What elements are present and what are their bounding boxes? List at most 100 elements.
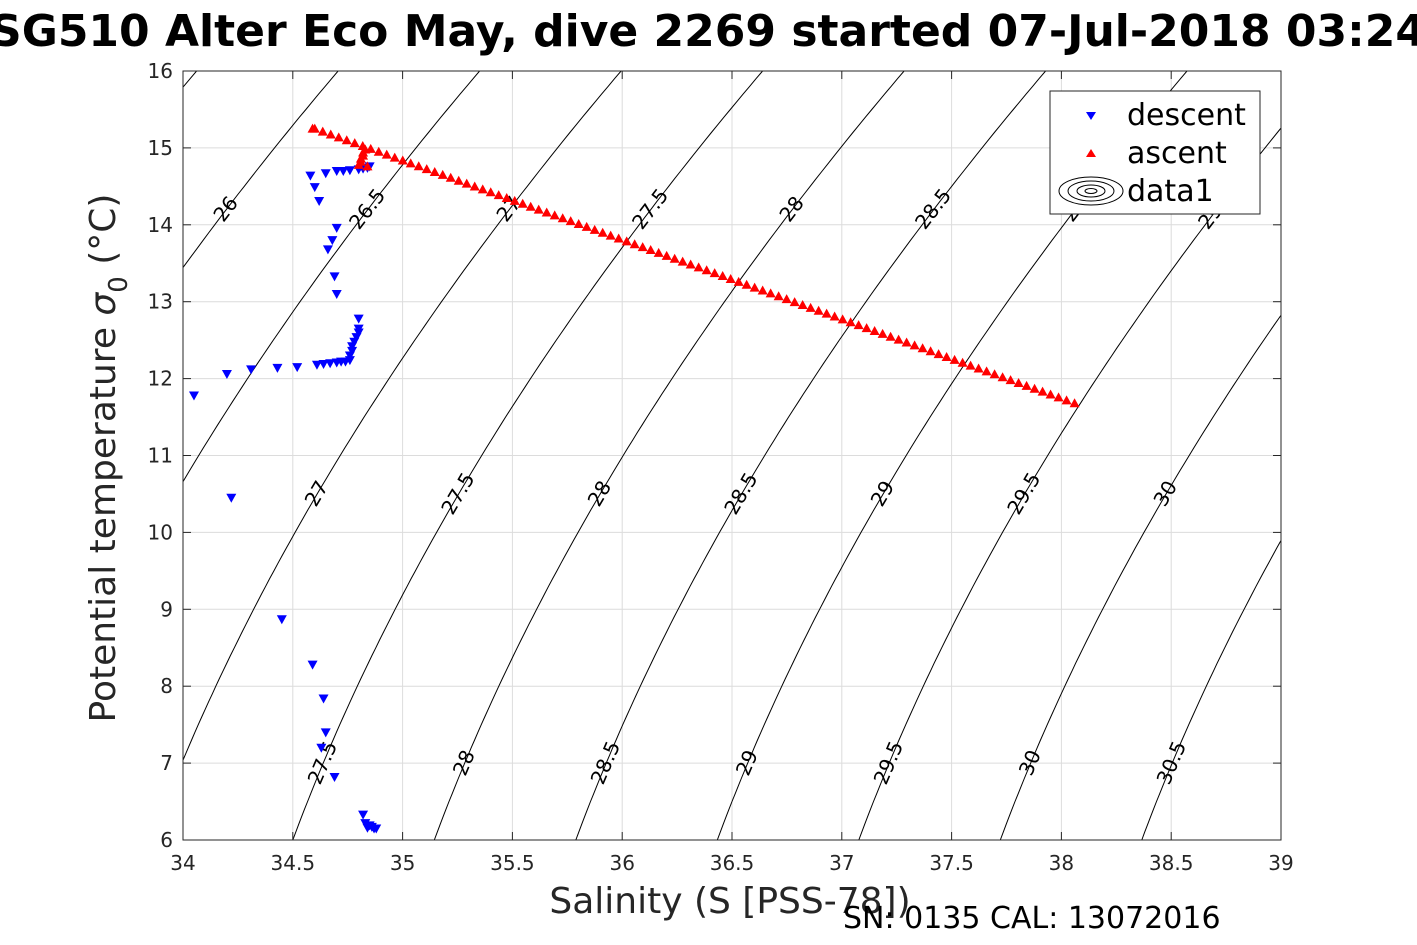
- legend-marker-descent: [1086, 112, 1096, 120]
- ascent-point: [813, 305, 824, 315]
- contour-label: 27.5: [627, 184, 673, 234]
- contour-line: [433, 71, 905, 840]
- descent-point: [331, 223, 342, 233]
- ascent-point: [333, 132, 344, 142]
- descent-point: [329, 772, 340, 782]
- ascent-point: [949, 354, 960, 364]
- descent-point: [329, 272, 340, 282]
- ascent-point: [773, 291, 784, 301]
- descent-point: [305, 171, 316, 181]
- descent-point: [353, 314, 364, 324]
- contour-label: 28: [774, 191, 809, 226]
- ascent-point: [981, 366, 992, 376]
- ascent-point: [685, 259, 696, 269]
- descent-point: [371, 824, 382, 834]
- ascent-point: [1029, 383, 1040, 393]
- x-tick-label: 34: [170, 851, 195, 875]
- x-tick-label: 35: [390, 851, 415, 875]
- ascent-point: [829, 311, 840, 321]
- contour-label: 28: [583, 476, 617, 510]
- descent-point: [327, 236, 338, 246]
- ascent-point: [1061, 395, 1072, 405]
- ascent-point: [621, 236, 632, 246]
- ascent-point: [1069, 398, 1080, 408]
- contour-line: [1141, 539, 1281, 840]
- ascent-point: [781, 294, 792, 304]
- ascent-point: [613, 233, 624, 243]
- ascent-point: [445, 172, 456, 182]
- x-tick-label: 36: [609, 851, 634, 875]
- ascent-point: [509, 195, 520, 205]
- axis-ticks: 34 34.5 35 35.5 36 36.5 37 37.5 38 38.5 39 6 7 8 9 10 11…: [148, 59, 1294, 875]
- descent-point: [331, 290, 342, 300]
- ascent-point: [701, 265, 712, 275]
- ascent-point: [869, 325, 880, 335]
- ascent-point: [717, 271, 728, 281]
- ascent-point: [973, 363, 984, 373]
- ascent-point: [485, 187, 496, 197]
- legend: descent ascent data1: [1049, 90, 1261, 215]
- contour-label: 29: [866, 476, 900, 510]
- ascent-point: [493, 190, 504, 200]
- x-tick-label: 36.5: [710, 851, 755, 875]
- ascent-point: [645, 245, 656, 255]
- y-axis-label-subscript: 0: [104, 276, 134, 293]
- y-tick-label: 6: [160, 828, 173, 852]
- ascent-point: [357, 141, 368, 151]
- x-axis-label: Salinity (S [PSS-78]): [549, 881, 910, 922]
- descent-point: [309, 183, 320, 193]
- ascent-point: [725, 273, 736, 283]
- descent-point: [344, 166, 355, 176]
- ascent-point: [389, 152, 400, 162]
- x-tick-label: 35.5: [490, 851, 535, 875]
- ascent-point: [362, 161, 373, 171]
- descent-point: [246, 365, 257, 375]
- ascent-point: [349, 138, 360, 148]
- ascent-point: [709, 268, 720, 278]
- contour-label: 28: [448, 746, 480, 779]
- x-tick-label: 39: [1268, 851, 1293, 875]
- legend-box: [1049, 90, 1261, 215]
- legend-label-descent: descent: [1127, 98, 1246, 133]
- ascent-point: [397, 155, 408, 165]
- ascent-point: [437, 169, 448, 179]
- descent-point: [338, 166, 349, 176]
- descent-point: [353, 324, 364, 334]
- contour-label: 28.5: [910, 184, 956, 234]
- ascent-point: [989, 369, 1000, 379]
- descent-point: [276, 615, 287, 625]
- y-tick-label: 16: [148, 59, 173, 83]
- ascent-point: [429, 167, 440, 177]
- ascent-point: [341, 135, 352, 145]
- y-tick-label: 12: [148, 367, 173, 391]
- ascent-point: [453, 175, 464, 185]
- x-tick-label: 37: [829, 851, 854, 875]
- y-tick-label: 9: [160, 597, 173, 621]
- ascent-point: [501, 193, 512, 203]
- x-tick-label: 38.5: [1149, 851, 1194, 875]
- contour-label: 30: [1014, 746, 1046, 779]
- contour-label: 26: [208, 191, 243, 226]
- ascent-point: [957, 357, 968, 367]
- descent-point: [322, 245, 333, 255]
- ascent-point: [997, 372, 1008, 382]
- legend-contour-icon: [1058, 176, 1124, 206]
- ascent-point: [797, 299, 808, 309]
- ascent-point: [757, 285, 768, 295]
- ascent-point: [629, 239, 640, 249]
- y-axis-label-text: Potential temperature: [83, 327, 124, 722]
- ascent-point: [893, 334, 904, 344]
- ascent-point: [469, 181, 480, 191]
- descent-point: [362, 823, 373, 833]
- contour-label: 26.5: [344, 184, 390, 234]
- descent-point: [320, 169, 331, 179]
- ascent-point: [597, 227, 608, 237]
- ascent-point: [381, 149, 392, 159]
- ascent-point: [605, 230, 616, 240]
- contour-label: 27: [300, 476, 334, 510]
- ascent-point: [861, 323, 872, 333]
- ascent-point: [413, 161, 424, 171]
- ascent-point: [821, 308, 832, 318]
- ascent-point: [853, 320, 864, 330]
